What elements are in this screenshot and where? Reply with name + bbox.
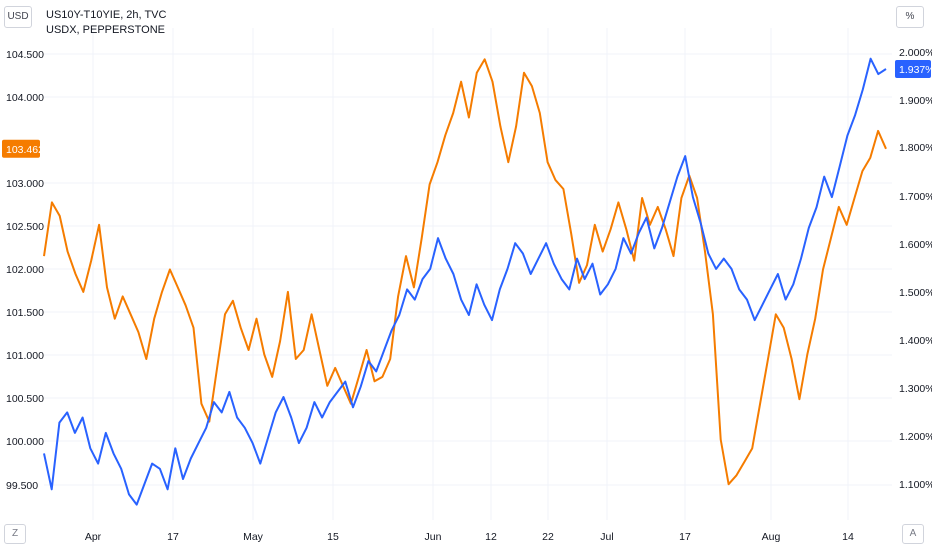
left-currency-label[interactable]: USD: [4, 6, 32, 28]
time-tick-label: 14: [842, 531, 854, 543]
right-tick-label: 1.900%: [899, 95, 932, 107]
right-percent-axis[interactable]: 2.000% 1.900% 1.800% 1.700% 1.600% 1.500% 1.40…: [899, 47, 932, 491]
usdx-last-price-text: 103.462: [6, 144, 44, 156]
right-tick-label: 1.800%: [899, 142, 932, 154]
right-tick-label: 1.600%: [899, 239, 932, 251]
right-tick-label: 1.100%: [899, 479, 932, 491]
yield-last-value-badge: [895, 60, 931, 78]
yield-last-value-text: 1.937%: [899, 64, 932, 76]
last-value-badges: 103.462 1.937%: [2, 60, 932, 158]
left-tick-label: 102.000: [6, 264, 44, 276]
zoom-icon[interactable]: Z: [4, 524, 26, 544]
legend-series-primary[interactable]: US10Y-T10YIE, 2h, TVC: [46, 9, 167, 21]
time-tick-label: Jul: [600, 531, 613, 543]
legend-series-secondary[interactable]: USDX, PEPPERSTONE: [46, 24, 165, 36]
right-tick-label: 1.500%: [899, 287, 932, 299]
time-tick-label: 22: [542, 531, 554, 543]
left-tick-label: 104.000: [6, 92, 44, 104]
right-tick-label: 1.200%: [899, 431, 932, 443]
right-tick-label: 1.400%: [899, 335, 932, 347]
left-tick-label: 101.000: [6, 350, 44, 362]
time-tick-label: Jun: [425, 531, 442, 543]
left-tick-label: 102.500: [6, 221, 44, 233]
time-tick-label: May: [243, 531, 264, 543]
real-yield-series-line: [43, 57, 887, 506]
right-tick-label: 2.000%: [899, 47, 932, 59]
usdx-series-line: [43, 58, 887, 486]
left-tick-label: 104.500: [6, 49, 44, 61]
time-tick-label: 12: [485, 531, 497, 543]
time-axis[interactable]: Apr 17 May 15 Jun 12 22 Jul 17 Aug 14: [85, 531, 854, 543]
right-tick-label: 1.300%: [899, 383, 932, 395]
left-tick-label: 99.500: [6, 480, 38, 492]
left-price-axis[interactable]: 104.500 104.000 103.000 102.500 102.000 101.5…: [6, 49, 44, 492]
left-tick-label: 101.500: [6, 307, 44, 319]
time-tick-label: 17: [679, 531, 691, 543]
time-tick-label: 15: [327, 531, 339, 543]
left-tick-label: 103.000: [6, 178, 44, 190]
left-tick-label: 100.000: [6, 436, 44, 448]
usdx-last-price-badge: [2, 139, 40, 158]
left-tick-label: 100.500: [6, 393, 44, 405]
time-tick-label: 17: [167, 531, 179, 543]
chart-legend: US10Y-T10YIE, 2h, TVC USDX, PEPPERSTONE: [46, 8, 166, 38]
right-tick-label: 1.700%: [899, 191, 932, 203]
series-layer: [43, 57, 887, 506]
right-unit-label[interactable]: %: [896, 6, 924, 28]
time-tick-label: Aug: [762, 531, 781, 543]
auto-scale-icon[interactable]: A: [902, 524, 924, 544]
time-tick-label: Apr: [85, 531, 102, 543]
